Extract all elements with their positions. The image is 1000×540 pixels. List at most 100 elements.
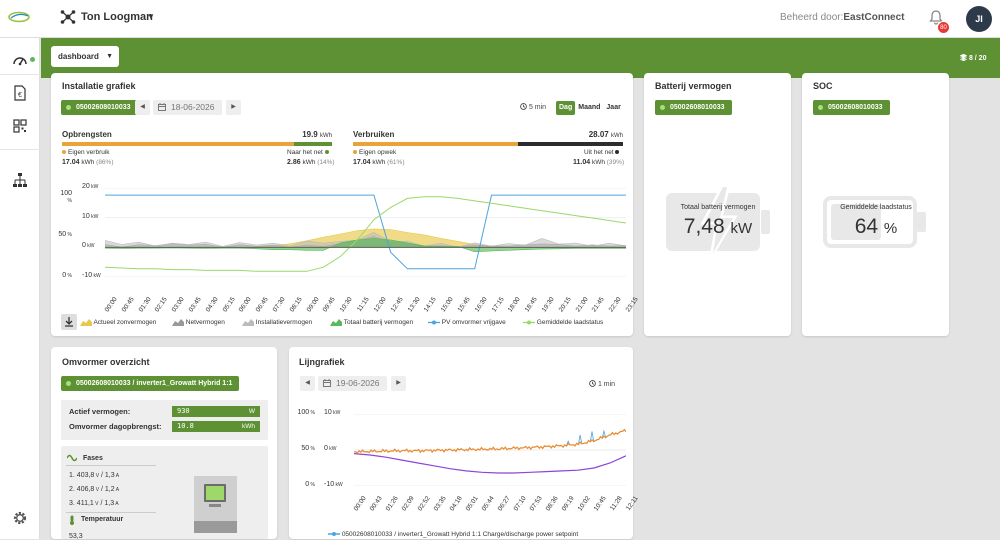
tick-label: 50: [301, 445, 310, 452]
opbrengsten-total-value: 19.9: [302, 130, 318, 139]
interval-select[interactable]: 1 min: [589, 380, 615, 388]
phase-value: V: [93, 501, 99, 507]
date-picker[interactable]: 18-06-2026: [153, 100, 222, 115]
tick-unit: kW: [327, 446, 337, 452]
legend-item: Actueel zonvermogen: [80, 319, 156, 326]
legend-item: Installatievermogen: [242, 319, 312, 326]
battery-power-label: Totaal batterij vermogen: [680, 204, 756, 211]
legend-label: Gemiddelde laadstatus: [535, 319, 604, 327]
battery-power-display: 7,48 kW: [663, 215, 773, 239]
soc-display: 64 %: [821, 215, 931, 239]
opbrengsten-total-unit: kWh: [320, 133, 332, 139]
tick-label: 0: [62, 272, 67, 279]
tick-label: 0: [305, 481, 310, 488]
phase-value: 403,8: [76, 472, 95, 479]
next-date-button[interactable]: ▶: [391, 376, 406, 391]
prev-date-button[interactable]: ◀: [300, 376, 315, 391]
tick-unit: kW: [85, 243, 95, 250]
day-yield-label: Omvormer dagopbrengst:: [69, 422, 162, 431]
tick-unit: %: [309, 446, 315, 452]
verbruiken-total-value: 28.07: [588, 130, 609, 139]
interval-value: 5 min: [528, 104, 547, 111]
battery-power-unit: kW: [730, 220, 753, 237]
y-axis-kw-label: -10 kW: [82, 272, 104, 279]
phase-value: 406,8: [76, 486, 95, 493]
tab-jaar[interactable]: Jaar: [606, 104, 621, 111]
verbruiken-right-value: 11.04 kWh (39%): [573, 159, 624, 166]
line-chart-legend-label: 05002608010033 / inverter1_Growatt Hybri…: [341, 531, 579, 538]
tick-label: 0: [82, 242, 86, 250]
verbruiken-total-unit: kWh: [611, 133, 623, 139]
opbrengsten-bar: [62, 142, 332, 146]
phase-value: A: [114, 501, 119, 507]
tick-unit: %: [66, 273, 72, 279]
tick-unit: %: [309, 482, 315, 488]
legend-label: Installatievermogen: [254, 319, 313, 327]
tick-label: 10: [82, 212, 90, 220]
inverter-device-icon: [194, 476, 237, 533]
y-axis-pct-label: 0 %: [56, 272, 72, 279]
managed-prefix: Beheerd door:: [780, 12, 844, 23]
svg-text:€: €: [18, 92, 22, 99]
device-tag[interactable]: 05002608010033: [813, 100, 890, 115]
tab-maand[interactable]: Maand: [578, 104, 601, 111]
opbrengsten-bar-fill: [62, 142, 295, 146]
user-name[interactable]: Ton Loogman: [81, 11, 153, 23]
phase-value: A: [114, 487, 120, 493]
verbruiken-left-label: Eigen opwek: [353, 149, 396, 156]
battery-level-fill: [831, 204, 881, 240]
temperature-title: Temperatuur: [81, 516, 124, 523]
phases-title: Fases: [83, 455, 103, 462]
download-button[interactable]: [61, 314, 77, 330]
active-power-unit: W: [248, 408, 255, 415]
opbrengsten-left-label: Eigen verbruik: [62, 149, 110, 156]
tick-unit: %: [67, 198, 72, 205]
inverter-overview-title: Omvormer overzicht: [62, 357, 150, 367]
avatar[interactable]: JI: [966, 6, 992, 32]
y-axis-pct-label: 100 %: [293, 409, 315, 416]
legend-label: Totaal batterij vermogen: [342, 319, 414, 327]
series-line-soc: [354, 453, 626, 474]
divider: [66, 465, 156, 466]
phase-value: V: [94, 473, 100, 479]
tick-label: -10: [324, 481, 335, 488]
tick-unit: kW: [89, 213, 99, 220]
inverter-device-tag[interactable]: 05002608010033 / inverter1_Growatt Hybri…: [61, 376, 240, 391]
line-icon: [328, 532, 340, 537]
device-tag[interactable]: 05002608010033: [655, 100, 732, 115]
interval-select[interactable]: 5 min: [520, 103, 546, 111]
eigen-verbruik-unit: kWh: [81, 159, 95, 166]
next-date-button[interactable]: ▶: [226, 100, 241, 115]
dashboard-select-label: dashboard: [58, 52, 99, 61]
opbrengsten-total: 19.9 kWh: [250, 130, 332, 139]
tick-unit: kW: [331, 410, 341, 416]
clock-icon: [589, 380, 596, 387]
chevron-down-icon[interactable]: ▼: [147, 12, 155, 21]
legend-label: Netvermogen: [184, 319, 225, 327]
sitemap-icon[interactable]: [12, 172, 28, 188]
gear-icon[interactable]: [12, 510, 28, 526]
top-bar: Ton Loogman ▼ Beheerd door:EastConnect 8…: [0, 0, 1000, 38]
uit-net-value: 11.04: [573, 159, 591, 166]
phase-value: / 1,2: [99, 486, 115, 493]
tick-label: 50: [58, 231, 67, 239]
device-tag[interactable]: 05002608010033: [61, 100, 138, 115]
invoice-icon[interactable]: €: [12, 85, 28, 101]
tick-label: 100: [60, 190, 72, 198]
download-icon: [65, 317, 73, 327]
tab-dag[interactable]: Dag: [556, 101, 576, 115]
eigen-verbruik-label: Eigen verbruik: [68, 149, 110, 156]
naar-net-unit: kWh: [302, 159, 316, 166]
network-user-icon[interactable]: [60, 9, 76, 25]
date-picker[interactable]: 19-06-2026: [318, 376, 387, 391]
dashboard-gauge-icon[interactable]: [12, 52, 28, 68]
phase-value: / 1,3: [99, 472, 115, 479]
dashboard-select[interactable]: dashboard ▼: [51, 46, 119, 67]
soc-value: 64: [854, 215, 879, 238]
line-icon: [428, 320, 440, 325]
prev-date-button[interactable]: ◀: [135, 100, 150, 115]
period-toggle: Dag Maand Jaar: [556, 101, 624, 115]
grid-icon[interactable]: [12, 118, 28, 134]
divider: [66, 512, 156, 513]
tick-unit: kW: [89, 184, 99, 190]
